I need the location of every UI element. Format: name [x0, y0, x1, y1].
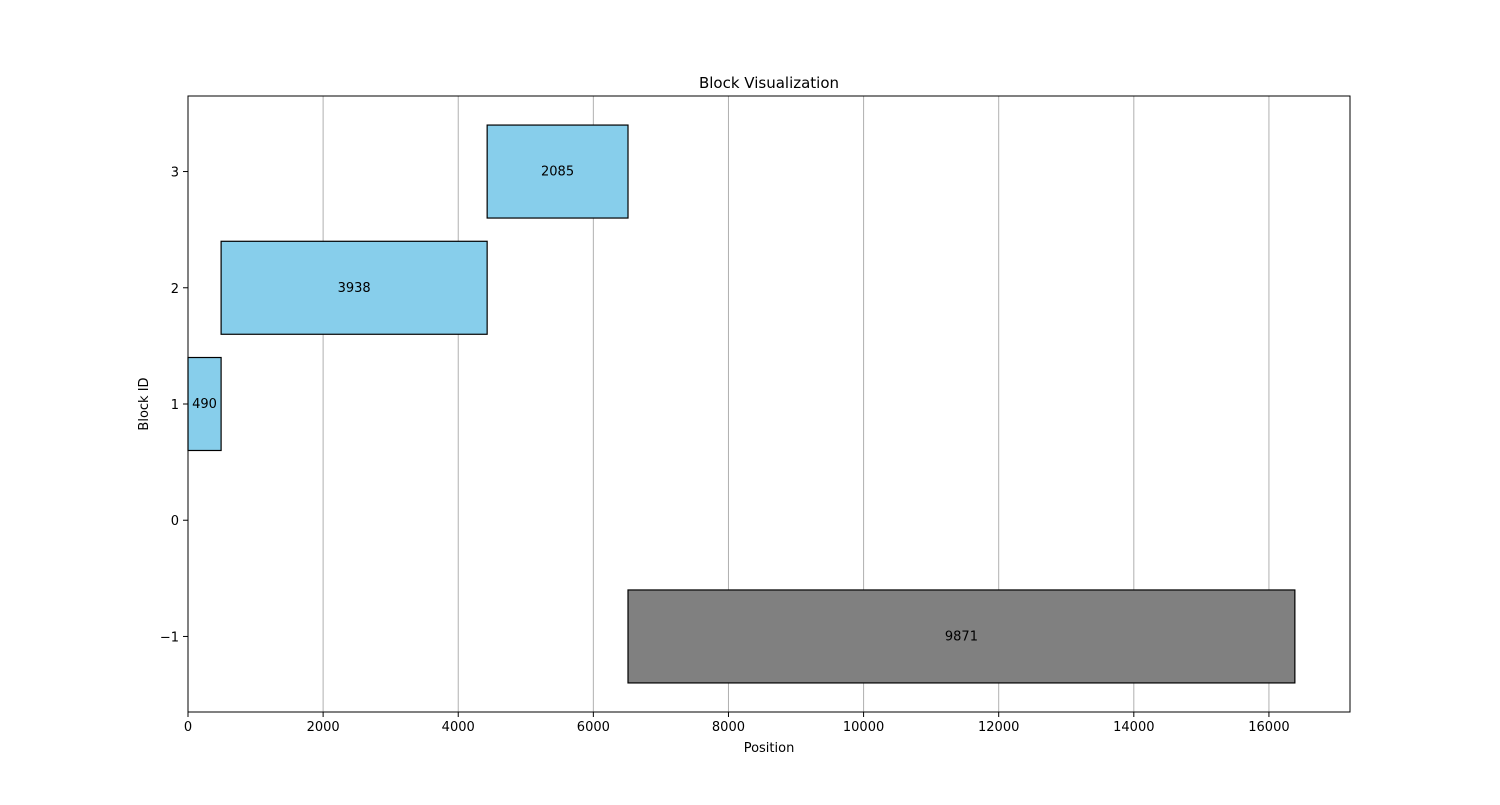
x-tick-label: 8000: [712, 720, 745, 735]
bar-value-label: 490: [192, 397, 217, 412]
bar-block-0: [187, 356, 222, 452]
y-tick-label: 0: [171, 514, 179, 529]
bar-block-1: [220, 240, 488, 335]
y-axis-ticks: −1 0 1 2 3: [160, 166, 188, 645]
x-tick-label: 16000: [1248, 720, 1289, 735]
y-tick-label: 2: [171, 282, 179, 297]
x-tick-label: 4000: [442, 720, 475, 735]
bar-block-3: [627, 589, 1296, 684]
bar-label-layer: 490 3938 2085 9871: [192, 165, 978, 645]
bar-block-2: [486, 124, 629, 219]
bar-value-label: 3938: [338, 281, 371, 296]
x-axis-label: Position: [744, 741, 795, 756]
x-tick-label: 12000: [978, 720, 1019, 735]
bar-value-label: 2085: [541, 165, 574, 180]
y-axis-label: Block ID: [137, 377, 152, 430]
bar-value-label: 9871: [945, 629, 978, 644]
x-tick-label: 2000: [307, 720, 340, 735]
x-tick-label: 6000: [577, 720, 610, 735]
x-tick-label: 14000: [1113, 720, 1154, 735]
bar-layer: [187, 124, 1296, 684]
x-axis-ticks: 0 2000 4000 6000 8000 10000 12000 14000 16000: [184, 712, 1290, 735]
y-tick-label: 1: [171, 398, 179, 413]
y-tick-label: −1: [160, 630, 179, 645]
x-tick-label: 0: [184, 720, 192, 735]
chart-title: Block Visualization: [699, 74, 839, 92]
x-tick-label: 10000: [843, 720, 884, 735]
y-tick-label: 3: [171, 166, 179, 181]
